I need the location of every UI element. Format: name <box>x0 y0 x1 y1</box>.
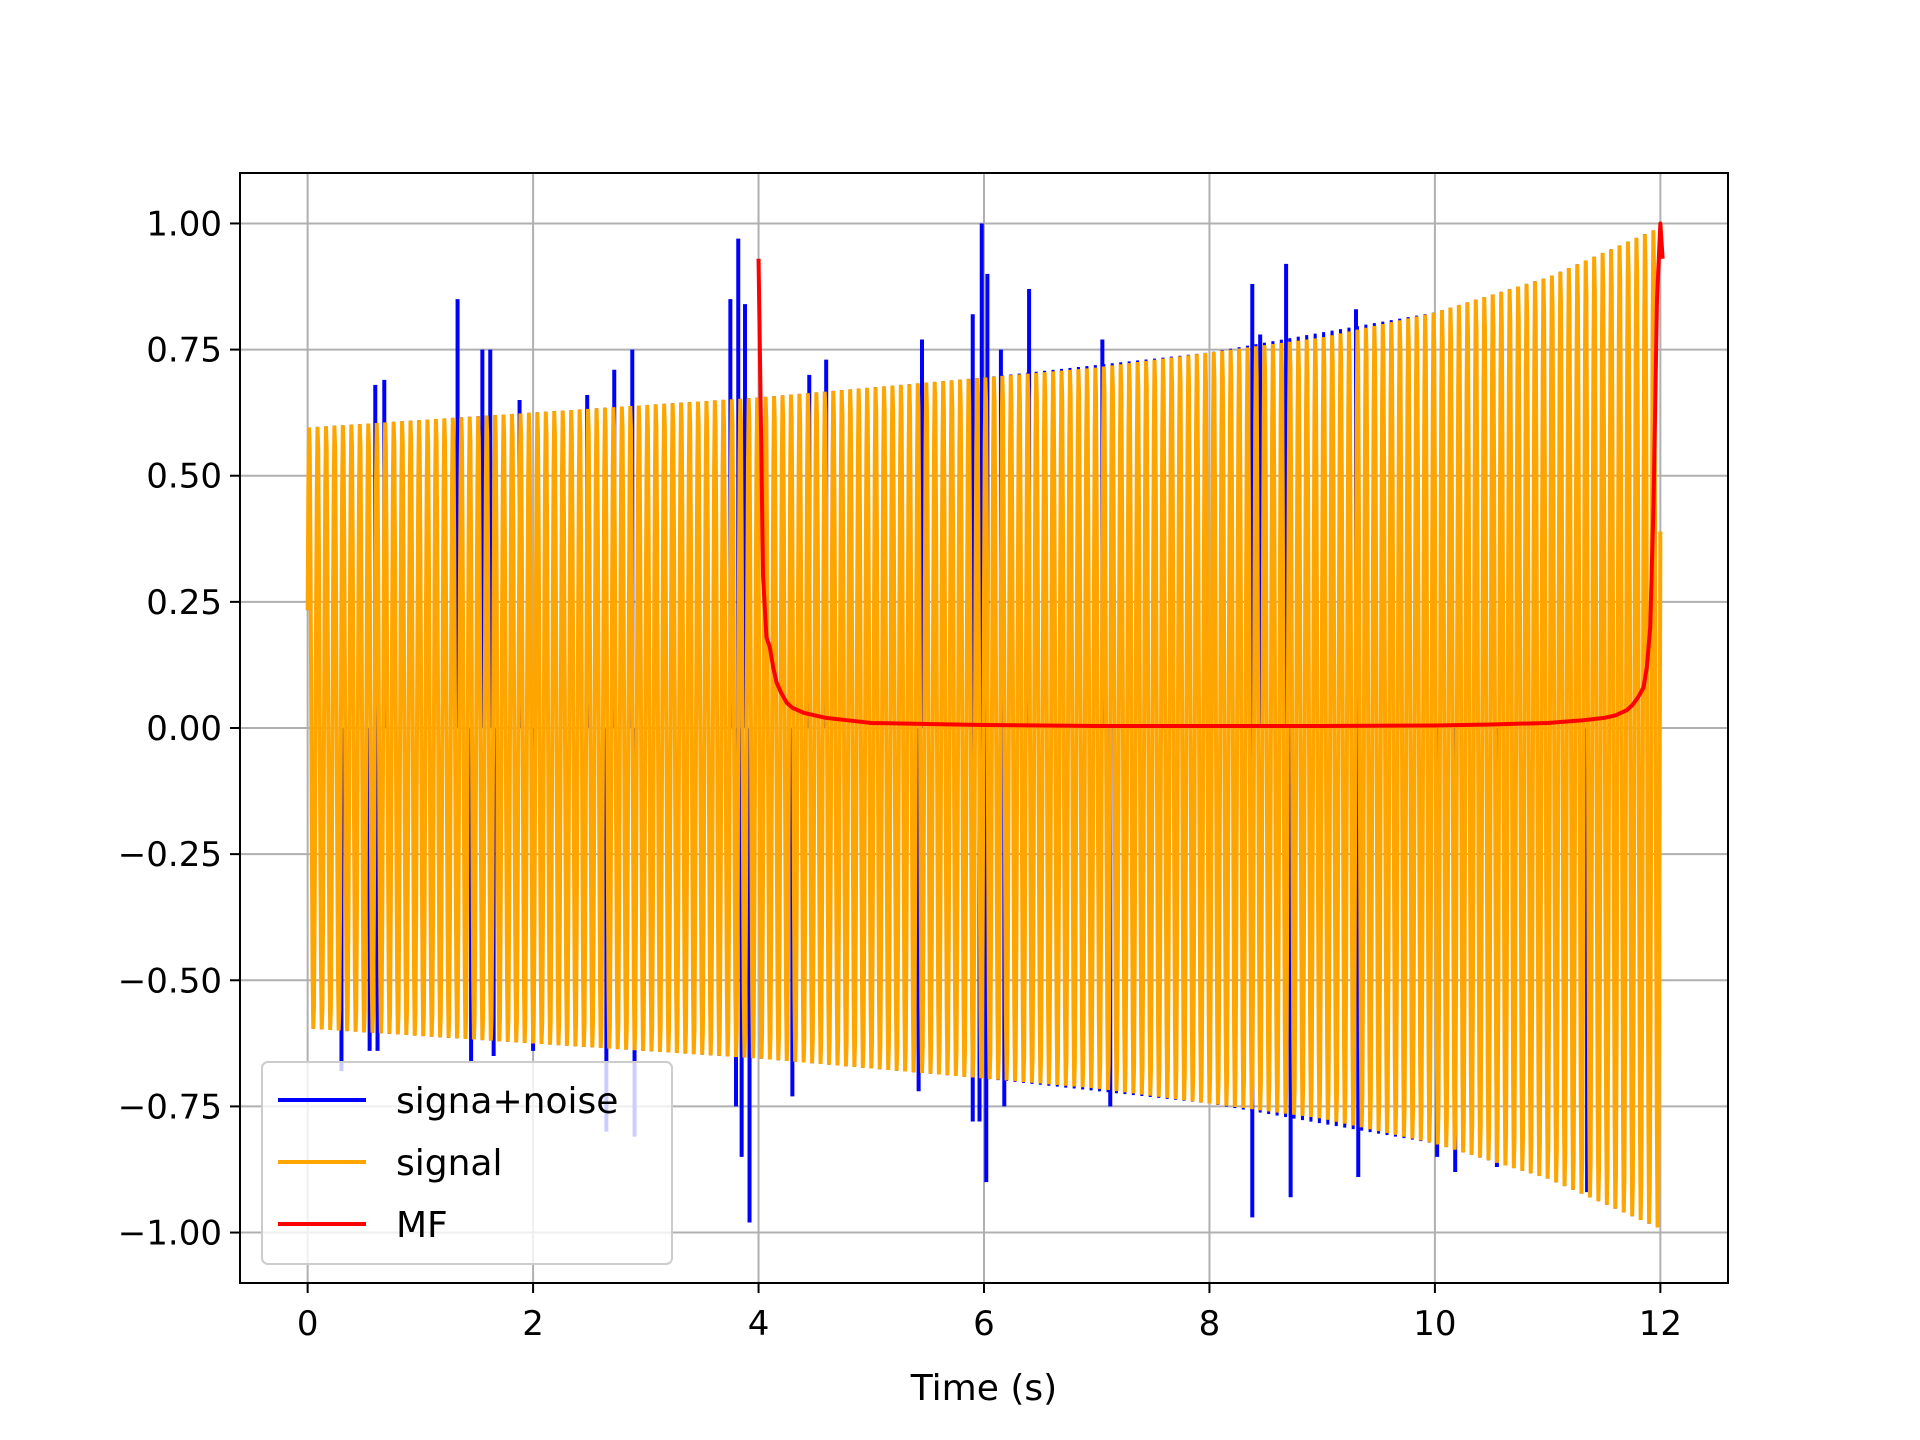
y-tick-label: 0.75 <box>146 331 222 371</box>
x-tick-label: 12 <box>1639 1304 1682 1344</box>
x-tick-label: 10 <box>1413 1304 1456 1344</box>
x-tick-label: 0 <box>297 1304 319 1344</box>
y-tick-label: 0.50 <box>146 457 222 497</box>
x-tick-label: 6 <box>973 1304 995 1344</box>
legend-box <box>261 1061 673 1265</box>
x-tick-label: 4 <box>748 1304 770 1344</box>
y-tick-label: −1.00 <box>118 1214 222 1254</box>
legend: signa+noise signal MF <box>261 1061 673 1265</box>
series-signal-line <box>305 230 1663 1228</box>
x-tick-label: 8 <box>1199 1304 1221 1344</box>
x-axis-title: Time (s) <box>910 1368 1057 1409</box>
x-tick-label: 2 <box>522 1304 544 1344</box>
legend-label: signa+noise <box>396 1081 618 1122</box>
y-tick-label: −0.50 <box>118 961 222 1001</box>
ticks: 0 2 4 6 8 10 12 1.00 0.75 0.50 0.25 0.00 −0.25 −0.50 −… <box>118 204 1682 1344</box>
y-tick-label: −0.25 <box>118 835 222 875</box>
series-mf-line <box>756 221 1665 728</box>
y-tick-label: 0.00 <box>146 709 222 749</box>
y-tick-label: 0.25 <box>146 583 222 623</box>
y-tick-label: −0.75 <box>118 1087 222 1127</box>
legend-label: signal <box>396 1143 503 1184</box>
y-tick-label: 1.00 <box>146 204 222 244</box>
legend-label: MF <box>396 1205 448 1246</box>
series-layer <box>305 221 1665 1228</box>
